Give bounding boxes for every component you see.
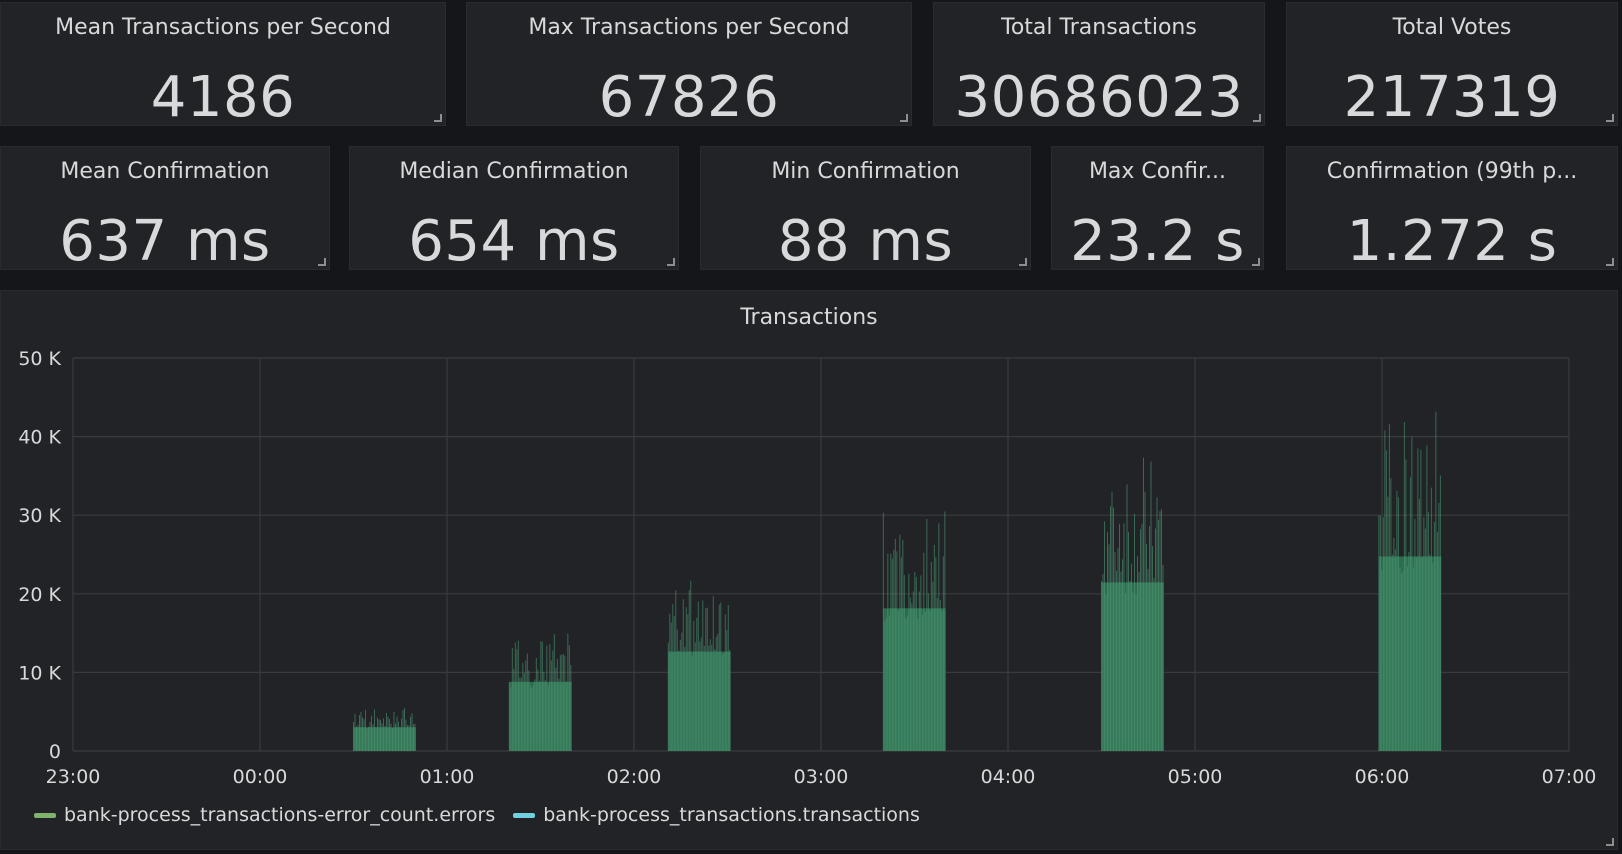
resize-handle-icon[interactable]	[1019, 258, 1027, 266]
transaction-burst[interactable]	[882, 511, 946, 751]
resize-handle-icon[interactable]	[1253, 114, 1261, 122]
stat-value: 67826	[598, 65, 780, 130]
resize-handle-icon[interactable]	[1606, 838, 1614, 846]
y-tick-label: 40 K	[18, 427, 61, 449]
transaction-burst[interactable]	[667, 580, 731, 751]
y-tick-label: 20 K	[18, 584, 61, 606]
stat-value: 88 ms	[777, 209, 954, 274]
stat-panel-min-confirmation[interactable]: Min Confirmation 88 ms	[700, 146, 1031, 274]
stat-title: Min Confirmation	[771, 159, 960, 184]
transaction-burst[interactable]	[353, 707, 416, 751]
x-tick-label: 02:00	[607, 766, 662, 788]
stat-panel-max-confirmation[interactable]: Max Confir... 23.2 s	[1051, 146, 1264, 274]
stat-value: 23.2 s	[1070, 209, 1245, 274]
x-tick-label: 07:00	[1542, 766, 1597, 788]
x-tick-label: 06:00	[1355, 766, 1410, 788]
x-tick-label: 23:00	[46, 766, 101, 788]
legend-item-transactions[interactable]: bank-process_transactions.transactions	[513, 804, 920, 826]
stat-title: Confirmation (99th p...	[1326, 159, 1578, 184]
stat-title: Max Transactions per Second	[528, 15, 850, 40]
stat-panel-mean-tps[interactable]: Mean Transactions per Second 4186	[0, 2, 446, 130]
transaction-burst[interactable]	[508, 633, 572, 751]
stat-panel-total-transactions[interactable]: Total Transactions 30686023	[933, 2, 1265, 130]
transaction-burst[interactable]	[1101, 457, 1164, 751]
stat-title: Max Confir...	[1088, 159, 1227, 184]
stat-title: Median Confirmation	[399, 159, 629, 184]
stat-title: Total Votes	[1392, 15, 1512, 40]
stat-value: 217319	[1343, 65, 1561, 130]
stat-panel-mean-confirmation[interactable]: Mean Confirmation 637 ms	[0, 146, 330, 274]
stat-value: 4186	[150, 65, 296, 130]
transactions-chart-panel[interactable]: Transactions 0 10 K 20 K 30 K 40 K 50 K 23:00 0…	[0, 290, 1618, 850]
transactions-chart[interactable]: 0 10 K 20 K 30 K 40 K 50 K 23:00 00:00 01:00 02:0…	[1, 291, 1619, 851]
stat-value: 1.272 s	[1346, 209, 1558, 274]
stat-title: Mean Confirmation	[60, 159, 270, 184]
stat-title: Mean Transactions per Second	[55, 15, 391, 40]
x-tick-label: 05:00	[1168, 766, 1223, 788]
legend-label: bank-process_transactions-error_count.er…	[64, 804, 496, 826]
y-tick-label: 50 K	[18, 348, 61, 370]
resize-handle-icon[interactable]	[900, 114, 908, 122]
stat-value: 654 ms	[408, 209, 620, 274]
stat-panel-total-votes[interactable]: Total Votes 217319	[1286, 2, 1618, 130]
x-tick-label: 04:00	[981, 766, 1036, 788]
resize-handle-icon[interactable]	[1606, 114, 1614, 122]
stat-panel-max-tps[interactable]: Max Transactions per Second 67826	[466, 2, 912, 130]
resize-handle-icon[interactable]	[1606, 258, 1614, 266]
transaction-burst[interactable]	[1378, 411, 1442, 751]
legend-label: bank-process_transactions.transactions	[543, 804, 920, 826]
x-tick-label: 01:00	[420, 766, 475, 788]
stat-panel-confirmation-99th[interactable]: Confirmation (99th p... 1.272 s	[1286, 146, 1618, 274]
x-tick-label: 03:00	[794, 766, 849, 788]
y-tick-label: 0	[49, 741, 61, 763]
y-tick-label: 10 K	[18, 662, 61, 684]
resize-handle-icon[interactable]	[1252, 258, 1260, 266]
stat-panel-median-confirmation[interactable]: Median Confirmation 654 ms	[349, 146, 679, 274]
stat-value: 30686023	[954, 65, 1244, 130]
stat-title: Total Transactions	[1001, 15, 1197, 40]
y-tick-label: 30 K	[18, 505, 61, 527]
resize-handle-icon[interactable]	[667, 258, 675, 266]
chart-legend: bank-process_transactions-error_count.er…	[34, 804, 920, 826]
stat-value: 637 ms	[59, 209, 271, 274]
resize-handle-icon[interactable]	[434, 114, 442, 122]
legend-item-errors[interactable]: bank-process_transactions-error_count.er…	[34, 804, 495, 826]
legend-swatch-transactions	[513, 812, 536, 818]
legend-swatch-errors	[34, 812, 56, 818]
x-tick-label: 00:00	[233, 766, 288, 788]
resize-handle-icon[interactable]	[318, 258, 326, 266]
